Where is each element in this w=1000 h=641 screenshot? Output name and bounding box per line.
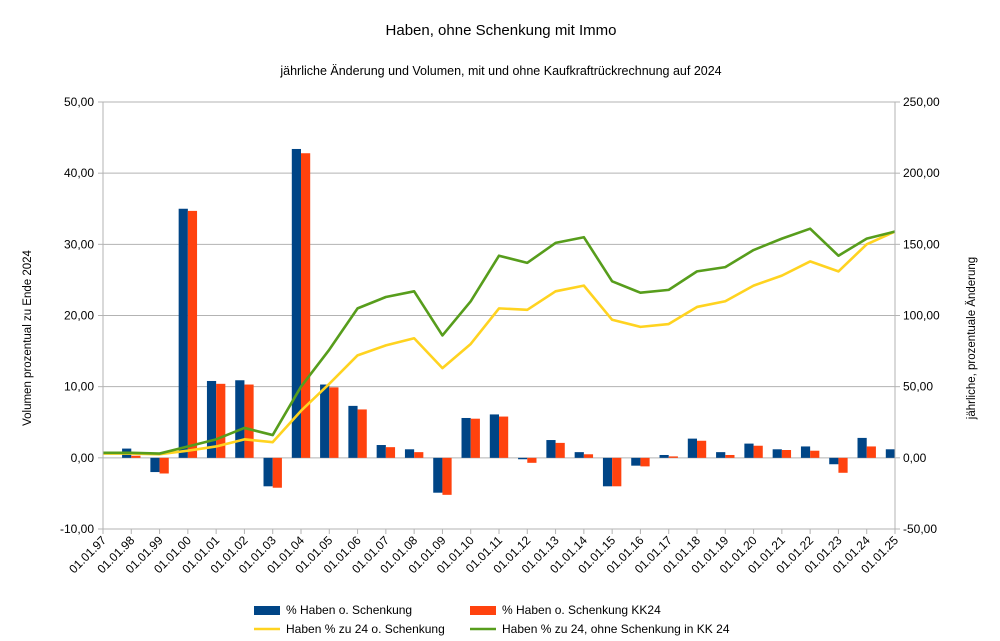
bar <box>810 450 820 458</box>
bar <box>150 457 160 473</box>
y-tick-label: 30,00 <box>64 237 94 251</box>
y2-tick-label: 0,00 <box>903 451 927 465</box>
bar <box>131 455 141 458</box>
y2-axis-label: jährliche, prozentuale Änderung <box>966 257 978 420</box>
y-tick-label: 20,00 <box>64 309 94 323</box>
line-series <box>103 227 896 456</box>
y-tick-label: 10,00 <box>64 380 94 394</box>
bar <box>385 447 396 458</box>
bar <box>404 449 415 458</box>
y2-tick-label: 150,00 <box>903 237 940 251</box>
y2-tick-label: 100,00 <box>903 309 940 323</box>
bar <box>301 153 311 458</box>
bar <box>178 208 188 458</box>
bar <box>781 450 792 458</box>
bar <box>668 456 678 458</box>
chart-title: Haben, ohne Schenkung mit Immo <box>386 22 617 39</box>
bar <box>583 454 594 458</box>
bar <box>461 417 471 458</box>
bar <box>753 445 763 458</box>
bar <box>527 457 537 463</box>
bar <box>159 457 169 474</box>
bar <box>631 457 641 466</box>
bar <box>235 380 245 458</box>
y2-tick-label: 200,00 <box>903 166 940 180</box>
bar-series <box>122 148 895 495</box>
series-line <box>103 230 896 456</box>
bar <box>659 454 669 458</box>
bar <box>866 446 876 458</box>
y-tick-label: 0,00 <box>71 451 95 465</box>
y-tick-label: 50,00 <box>64 95 94 109</box>
bar <box>612 457 622 487</box>
bar <box>687 438 697 458</box>
bar <box>857 437 867 458</box>
legend-label: % Haben o. Schenkung <box>286 603 412 617</box>
bar <box>433 457 443 493</box>
bar <box>838 457 848 473</box>
legend-label: Haben % zu 24 o. Schenkung <box>286 622 445 636</box>
bar <box>744 443 754 458</box>
bar <box>555 442 565 458</box>
legend-swatch <box>470 606 496 615</box>
gridlines <box>103 101 895 530</box>
bar <box>772 449 782 458</box>
bar <box>518 457 528 460</box>
bar <box>885 449 895 458</box>
legend: % Haben o. Schenkung % Haben o. Schenkung… <box>254 603 730 636</box>
bar <box>716 452 726 458</box>
bar <box>602 457 613 487</box>
bar <box>206 380 217 458</box>
bar <box>546 440 556 458</box>
bar <box>640 457 650 467</box>
legend-label: % Haben o. Schenkung KK24 <box>502 603 661 617</box>
bar <box>414 452 424 458</box>
bar <box>697 440 707 458</box>
bar <box>376 445 386 458</box>
bar <box>829 457 839 465</box>
bar <box>357 409 367 458</box>
legend-label: Haben % zu 24, ohne Schenkung in KK 24 <box>502 622 730 636</box>
bar <box>329 387 339 458</box>
bar <box>800 446 811 458</box>
bar <box>244 384 254 458</box>
series-line <box>103 227 896 455</box>
bar <box>499 416 509 458</box>
y2-tick-label: 250,00 <box>903 95 940 109</box>
bar <box>291 148 301 458</box>
bar <box>320 384 330 458</box>
bar <box>470 418 480 458</box>
chart-subtitle: jährliche Änderung und Volumen, mit und … <box>279 64 721 78</box>
bar <box>272 457 282 488</box>
bar <box>574 452 584 458</box>
y2-tick-label: -50,00 <box>903 522 937 536</box>
bar <box>348 405 358 458</box>
y-tick-label: -10,00 <box>60 522 94 536</box>
bar <box>187 210 198 458</box>
y-axis-label: Volumen prozentual zu Ende 2024 <box>22 249 34 425</box>
bar <box>442 457 452 495</box>
bar <box>489 414 499 458</box>
bar <box>263 457 273 487</box>
y2-tick-label: 50,00 <box>903 380 933 394</box>
bar <box>725 454 735 458</box>
legend-swatch <box>254 606 280 615</box>
bar <box>216 383 226 458</box>
y-tick-label: 40,00 <box>64 166 94 180</box>
